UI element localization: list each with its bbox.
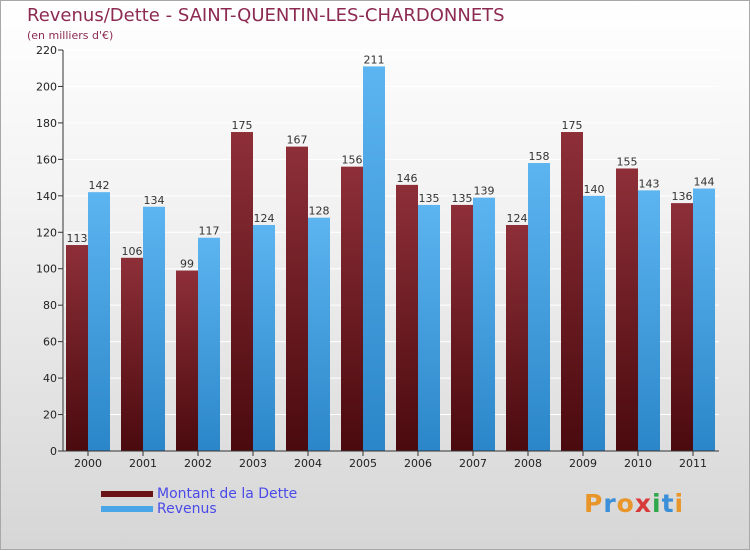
- bar-dette-2002: [176, 270, 198, 451]
- bar-revenus-2006: [418, 204, 440, 451]
- y-tick-label: 220: [36, 44, 57, 57]
- data-label: 106: [122, 245, 143, 258]
- logo-letter: P: [584, 489, 604, 518]
- bar-dette-2005: [341, 166, 363, 451]
- bar-revenus-2008: [528, 163, 550, 451]
- bar-dette-2010: [616, 168, 638, 451]
- bar-revenus-2005: [363, 66, 385, 452]
- bar-dette-2001: [121, 257, 143, 451]
- y-tick-label: 20: [43, 409, 57, 422]
- data-label: 124: [254, 212, 275, 225]
- bar-dette-2004: [286, 146, 308, 451]
- y-tick-label: 180: [36, 117, 57, 130]
- logo-letter: i: [674, 489, 685, 518]
- data-label: 175: [562, 119, 583, 132]
- logo-letter: t: [661, 489, 675, 518]
- logo-letter: i: [652, 489, 662, 518]
- chart-title: Revenus/Dette - SAINT-QUENTIN-LES-CHARDO…: [27, 5, 505, 26]
- bar-dette-2006: [396, 184, 418, 451]
- data-label: 113: [67, 232, 88, 245]
- x-tick-label: 2000: [74, 457, 102, 470]
- bar-dette-2008: [506, 224, 528, 451]
- bar-revenus-2003: [253, 224, 275, 451]
- bar-revenus-2009: [583, 195, 605, 451]
- y-tick-label: 120: [36, 226, 57, 239]
- data-label: 143: [639, 177, 660, 190]
- data-label: 124: [507, 212, 528, 225]
- data-label: 167: [287, 134, 308, 147]
- data-label: 99: [180, 258, 194, 271]
- data-label: 134: [144, 194, 165, 207]
- x-tick-label: 2008: [514, 457, 542, 470]
- x-tick-label: 2005: [349, 457, 377, 470]
- x-tick-label: 2004: [294, 457, 322, 470]
- x-tick-label: 2010: [624, 457, 652, 470]
- data-label: 135: [419, 192, 440, 205]
- data-label: 155: [617, 155, 638, 168]
- y-tick-label: 0: [50, 445, 57, 458]
- y-tick-label: 160: [36, 153, 57, 166]
- data-label: 144: [694, 176, 715, 189]
- y-tick-label: 200: [36, 80, 57, 93]
- bar-dette-2007: [451, 204, 473, 451]
- x-tick-label: 2007: [459, 457, 487, 470]
- data-label: 128: [309, 205, 330, 218]
- bar-dette-2009: [561, 132, 583, 452]
- bar-dette-2011: [671, 203, 693, 451]
- x-tick-label: 2011: [679, 457, 707, 470]
- data-label: 142: [89, 179, 110, 192]
- y-tick-label: 100: [36, 263, 57, 276]
- x-tick-label: 2009: [569, 457, 597, 470]
- data-label: 146: [397, 172, 418, 185]
- data-label: 135: [452, 192, 473, 205]
- data-label: 139: [474, 185, 495, 198]
- y-tick-label: 80: [43, 299, 57, 312]
- bar-revenus-2011: [693, 188, 715, 451]
- logo-letter: x: [634, 489, 652, 518]
- chart-subtitle: (en milliers d'€): [27, 29, 114, 42]
- bar-revenus-2004: [308, 217, 330, 451]
- data-label: 158: [529, 150, 550, 163]
- bar-revenus-2007: [473, 197, 495, 451]
- proxiti-logo: Proxiti: [584, 489, 684, 518]
- legend-swatch-revenus: [101, 506, 153, 512]
- bar-dette-2003: [231, 132, 253, 452]
- data-label: 140: [584, 183, 605, 196]
- bar-dette-2000: [66, 245, 88, 451]
- data-label: 117: [199, 225, 220, 238]
- bar-revenus-2000: [88, 192, 110, 451]
- x-tick-label: 2006: [404, 457, 432, 470]
- data-label: 175: [232, 119, 253, 132]
- x-tick-label: 2002: [184, 457, 212, 470]
- legend-swatch-dette: [101, 491, 153, 497]
- bar-revenus-2010: [638, 190, 660, 451]
- legend-label-revenus: Revenus: [157, 501, 217, 517]
- y-tick-label: 60: [43, 336, 57, 349]
- y-tick-label: 40: [43, 372, 57, 385]
- bar-revenus-2002: [198, 237, 220, 451]
- x-tick-label: 2001: [129, 457, 157, 470]
- logo-letter: o: [616, 489, 635, 518]
- data-label: 156: [342, 154, 363, 167]
- legend-label-dette: Montant de la Dette: [157, 486, 298, 502]
- data-label: 136: [672, 190, 693, 203]
- bar-revenus-2001: [143, 206, 165, 451]
- y-tick-label: 140: [36, 190, 57, 203]
- x-tick-label: 2003: [239, 457, 267, 470]
- data-label: 211: [364, 53, 385, 66]
- logo-letter: r: [603, 489, 617, 518]
